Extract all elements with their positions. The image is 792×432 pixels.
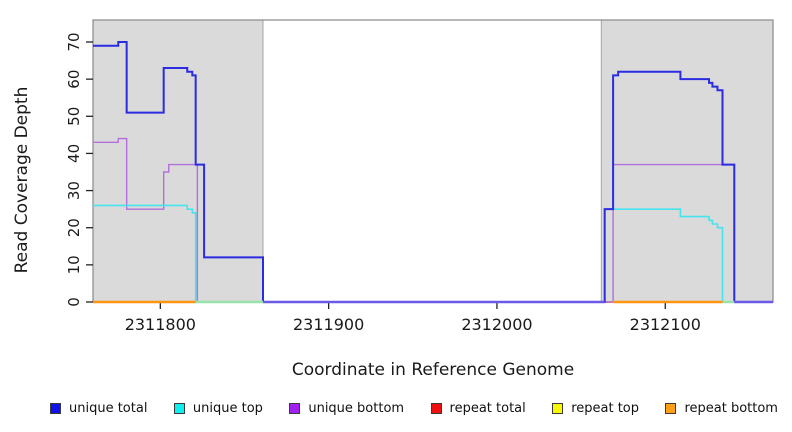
legend-item-label: unique bottom	[308, 400, 405, 416]
coverage-plot-svg: 2311800 2311900 2312000 2312100 0 10 20 30 40 50 6…	[12, 19, 774, 380]
series-unique-total	[93, 41, 773, 303]
y-tick-label: 30	[65, 181, 83, 200]
legend-item-label: repeat top	[571, 400, 639, 416]
legend-item: unique bottom	[289, 401, 404, 416]
legend-item-label: unique top	[192, 400, 263, 416]
legend-color-swatch	[173, 402, 185, 414]
y-axis-title: Read Coverage Depth	[12, 87, 32, 274]
legend-color-swatch	[289, 402, 301, 414]
legend-item: repeat total	[430, 400, 526, 416]
series-unique-bottom	[93, 137, 773, 303]
legend-item-label: repeat bottom	[684, 400, 778, 416]
legend-color-swatch	[552, 402, 564, 414]
y-tick-label: 0	[65, 297, 83, 307]
shaded-region	[92, 19, 264, 303]
y-tick-label: 10	[65, 255, 83, 274]
x-tick-label: 2311900	[293, 315, 364, 334]
legend-color-swatch	[50, 402, 61, 414]
y-tick-label: 70	[65, 32, 83, 51]
legend-color-swatch	[665, 402, 677, 414]
x-tick-label: 2312000	[461, 315, 532, 334]
legend-color-swatch	[430, 402, 442, 414]
shaded-region	[600, 19, 774, 303]
x-tick-label: 2311800	[125, 315, 196, 334]
legend-item: unique total	[50, 401, 147, 416]
x-tick-label: 2312100	[630, 315, 701, 334]
legend-item-label: repeat total	[449, 400, 526, 416]
y-tick-label: 20	[65, 218, 83, 237]
plot-area-wrapper: 2311800 2311900 2312000 2312100 0 10 20 30 40 50 6…	[12, 19, 774, 380]
series-unique-top	[93, 204, 773, 303]
legend-item: repeat bottom	[665, 401, 778, 416]
legend-item: unique top	[173, 400, 263, 416]
y-tick-label: 50	[65, 107, 83, 126]
legend: unique total unique top unique bottom repea…	[0, 396, 792, 420]
x-axis-title: Coordinate in Reference Genome	[292, 360, 574, 380]
legend-item: repeat top	[552, 401, 639, 416]
legend-item-label: unique total	[69, 400, 148, 416]
y-tick-label: 40	[65, 144, 83, 163]
y-tick-label: 60	[65, 70, 83, 89]
